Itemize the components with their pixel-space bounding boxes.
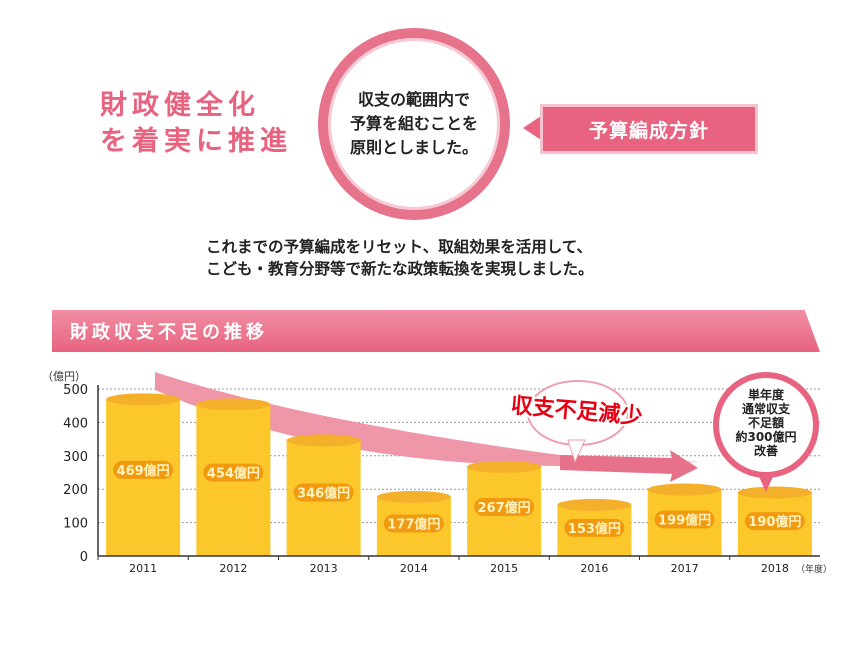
policy-circle: 収支の範囲内で 予算を組むことを 原則としました。 <box>318 28 510 220</box>
y-tick-label: 0 <box>80 550 88 565</box>
value-label-bg <box>383 514 444 533</box>
callout-circle <box>713 372 819 478</box>
callout-text: 不足額 <box>748 415 784 430</box>
callout-text: 約300億円 <box>735 429 796 444</box>
circle-text: 収支の範囲内で <box>357 90 470 109</box>
y-tick-label: 400 <box>63 416 88 431</box>
bar-top <box>557 498 632 511</box>
x-tick-label: 2015 <box>490 562 518 575</box>
x-tick-label: 2014 <box>400 562 428 575</box>
bar-top <box>737 486 812 499</box>
value-label-bg <box>293 483 354 502</box>
x-tick-label: 2016 <box>580 562 608 575</box>
bar-top <box>286 434 361 447</box>
callout-text: 通常収支 <box>742 401 791 416</box>
y-axis-label: （億円） <box>42 370 86 383</box>
description-line: これまでの予算編成をリセット、取組効果を活用して、 <box>206 238 592 256</box>
x-tick-label: 2012 <box>219 562 247 575</box>
y-tick-label: 100 <box>63 517 88 532</box>
value-label-bg <box>564 518 625 537</box>
value-label-bg <box>474 497 535 516</box>
budget-policy-banner: 予算編成方針 <box>540 104 758 154</box>
bar-top <box>376 490 451 503</box>
value-label-bg <box>654 510 715 529</box>
bar-top <box>196 398 271 411</box>
bar-top <box>647 483 722 496</box>
value-label: 454億円 <box>207 466 260 482</box>
title-line-1: 財政健全化 <box>100 90 260 121</box>
trend-arrow <box>560 450 698 482</box>
value-label-bg <box>744 512 805 531</box>
callout-text: 改善 <box>754 443 778 458</box>
x-tick-label: 2013 <box>310 562 338 575</box>
x-axis-label: （年度） <box>796 563 832 575</box>
x-tick-label: 2017 <box>671 562 699 575</box>
description: これまでの予算編成をリセット、取組効果を活用して、 こども・教育分野等で新たな政策… <box>206 236 594 280</box>
section-header: 財政収支不足の推移 <box>52 310 820 352</box>
value-label: 469億円 <box>117 463 170 479</box>
bar-top <box>106 393 181 406</box>
value-label: 267億円 <box>478 500 531 516</box>
y-tick-label: 200 <box>63 483 88 498</box>
title-line-2: を着実に推進 <box>100 126 292 157</box>
description-line: こども・教育分野等で新たな政策転換を実現しました。 <box>206 260 594 278</box>
value-label: 199億円 <box>658 512 711 528</box>
x-tick-label: 2011 <box>129 562 157 575</box>
value-label-bg <box>203 463 264 482</box>
circle-text: 予算を組むことを <box>349 114 478 133</box>
bar-top <box>467 460 542 473</box>
y-tick-label: 300 <box>63 450 88 465</box>
value-label-bg <box>113 460 174 479</box>
value-label: 153億円 <box>568 521 621 537</box>
x-tick-label: 2018 <box>761 562 789 575</box>
y-tick-label: 500 <box>63 383 88 398</box>
banner-pointer <box>523 116 541 140</box>
value-label: 177億円 <box>387 516 440 532</box>
value-label: 190億円 <box>748 514 801 530</box>
bubble-tail <box>567 439 586 464</box>
callout-text: 単年度 <box>748 387 785 402</box>
page-title: 財政健全化を着実に推進 <box>100 88 292 160</box>
circle-text: 原則としました。 <box>349 138 478 157</box>
value-label: 346億円 <box>297 485 350 501</box>
